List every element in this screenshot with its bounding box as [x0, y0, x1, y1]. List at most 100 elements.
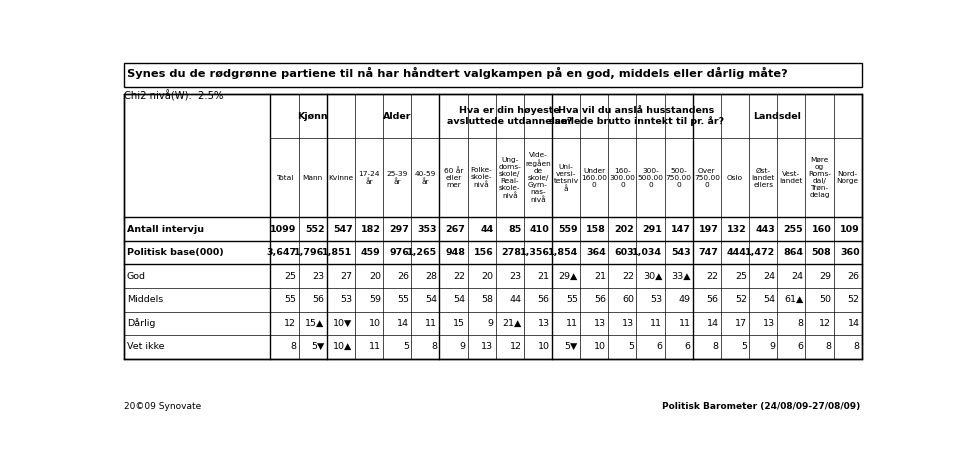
Text: 864: 864: [783, 248, 804, 257]
Text: 17-24
år: 17-24 år: [358, 171, 380, 185]
Text: 3,647: 3,647: [266, 248, 297, 257]
Text: 9: 9: [459, 342, 466, 351]
Text: 60 år
eller
mer: 60 år eller mer: [444, 167, 463, 188]
Text: 10: 10: [538, 342, 550, 351]
Text: 13: 13: [481, 342, 493, 351]
Text: 61▲: 61▲: [784, 295, 804, 304]
Text: 948: 948: [445, 248, 466, 257]
Text: 1,356: 1,356: [519, 248, 550, 257]
Text: 8: 8: [826, 342, 831, 351]
Text: 15▲: 15▲: [305, 319, 324, 328]
Text: Synes du de rødgrønne partiene til nå har håndtert valgkampen på en god, middels: Synes du de rødgrønne partiene til nå ha…: [128, 67, 788, 79]
Text: 25-39
år: 25-39 år: [387, 171, 408, 185]
Text: Politisk base(000): Politisk base(000): [127, 248, 224, 257]
Text: Hva er din høyeste
avsluttede utdannelse?: Hva er din høyeste avsluttede utdannelse…: [447, 106, 572, 126]
Text: 5: 5: [403, 342, 409, 351]
Text: 459: 459: [361, 248, 381, 257]
Text: 5: 5: [741, 342, 747, 351]
Text: 147: 147: [671, 225, 690, 234]
Text: 14: 14: [707, 319, 719, 328]
Text: 9: 9: [769, 342, 775, 351]
Text: 255: 255: [783, 225, 804, 234]
Text: 1,796: 1,796: [294, 248, 324, 257]
Text: Nord-
Norge: Nord- Norge: [837, 171, 858, 184]
Text: 23: 23: [510, 272, 521, 281]
Text: 109: 109: [840, 225, 859, 234]
Text: 11: 11: [679, 319, 690, 328]
Text: 353: 353: [418, 225, 437, 234]
Text: 364: 364: [587, 248, 606, 257]
Text: 603: 603: [614, 248, 635, 257]
Text: 54: 54: [763, 295, 775, 304]
Text: 55: 55: [566, 295, 578, 304]
Text: 22: 22: [707, 272, 719, 281]
Text: 747: 747: [699, 248, 719, 257]
Text: 21: 21: [594, 272, 606, 281]
Text: 25: 25: [735, 272, 747, 281]
Text: 1,034: 1,034: [633, 248, 662, 257]
Text: 30▲: 30▲: [643, 272, 662, 281]
Text: 297: 297: [389, 225, 409, 234]
Text: 543: 543: [671, 248, 690, 257]
Text: 44: 44: [510, 295, 521, 304]
Text: 53: 53: [650, 295, 662, 304]
Text: 21▲: 21▲: [502, 319, 521, 328]
Text: Dårlig: Dårlig: [127, 318, 156, 328]
Text: 552: 552: [305, 225, 324, 234]
Text: 1,851: 1,851: [323, 248, 352, 257]
Text: 8: 8: [290, 342, 297, 351]
Text: Ung-
doms-
skole/
Real-
skole-
nivå: Ung- doms- skole/ Real- skole- nivå: [498, 157, 521, 198]
Text: 56: 56: [538, 295, 550, 304]
Text: 10▲: 10▲: [333, 342, 352, 351]
Text: Vest-
landet: Vest- landet: [780, 171, 804, 184]
Text: 5▼: 5▼: [311, 342, 324, 351]
Text: 8: 8: [797, 319, 804, 328]
Text: Alder: Alder: [383, 111, 412, 121]
Text: Middels: Middels: [127, 295, 163, 304]
Text: 28: 28: [425, 272, 437, 281]
Text: 21: 21: [538, 272, 550, 281]
Text: 8: 8: [712, 342, 719, 351]
Text: 56: 56: [707, 295, 719, 304]
Text: 14: 14: [848, 319, 859, 328]
Text: 20: 20: [369, 272, 381, 281]
Text: Total: Total: [276, 175, 293, 180]
Text: 197: 197: [699, 225, 719, 234]
Text: 54: 54: [453, 295, 466, 304]
Text: 22: 22: [622, 272, 635, 281]
Text: Landsdel: Landsdel: [754, 111, 802, 121]
Text: 443: 443: [756, 225, 775, 234]
Text: Folke-
skole-
nivå: Folke- skole- nivå: [470, 167, 492, 188]
Text: Chi2 nivå(W):  2.5%: Chi2 nivå(W): 2.5%: [124, 90, 223, 101]
Text: 11: 11: [369, 342, 381, 351]
Text: 55: 55: [397, 295, 409, 304]
Text: 85: 85: [509, 225, 521, 234]
Text: Kvinne: Kvinne: [328, 175, 353, 180]
Text: 25: 25: [284, 272, 297, 281]
Text: 278: 278: [502, 248, 521, 257]
Text: 160: 160: [811, 225, 831, 234]
Text: 23: 23: [312, 272, 324, 281]
Text: 11: 11: [651, 319, 662, 328]
Text: 20©09 Synovate: 20©09 Synovate: [124, 402, 201, 411]
Text: 40-59
år: 40-59 år: [415, 171, 436, 185]
Text: Over
750.00
0: Over 750.00 0: [694, 168, 720, 188]
Text: 976: 976: [389, 248, 409, 257]
Text: God: God: [127, 272, 146, 281]
Text: 14: 14: [397, 319, 409, 328]
Text: 10▼: 10▼: [333, 319, 352, 328]
Text: 1,472: 1,472: [745, 248, 775, 257]
Text: 6: 6: [657, 342, 662, 351]
Text: 26: 26: [397, 272, 409, 281]
Text: 547: 547: [333, 225, 352, 234]
Text: 13: 13: [594, 319, 606, 328]
Text: 158: 158: [587, 225, 606, 234]
Text: 17: 17: [735, 319, 747, 328]
Text: 267: 267: [445, 225, 466, 234]
Text: 29▲: 29▲: [559, 272, 578, 281]
Text: 12: 12: [820, 319, 831, 328]
Text: 59: 59: [369, 295, 381, 304]
Text: 160-
300.00
0: 160- 300.00 0: [610, 168, 636, 188]
Text: 13: 13: [622, 319, 635, 328]
Text: Uni-
versi-
tetsniv
å: Uni- versi- tetsniv å: [554, 164, 579, 192]
